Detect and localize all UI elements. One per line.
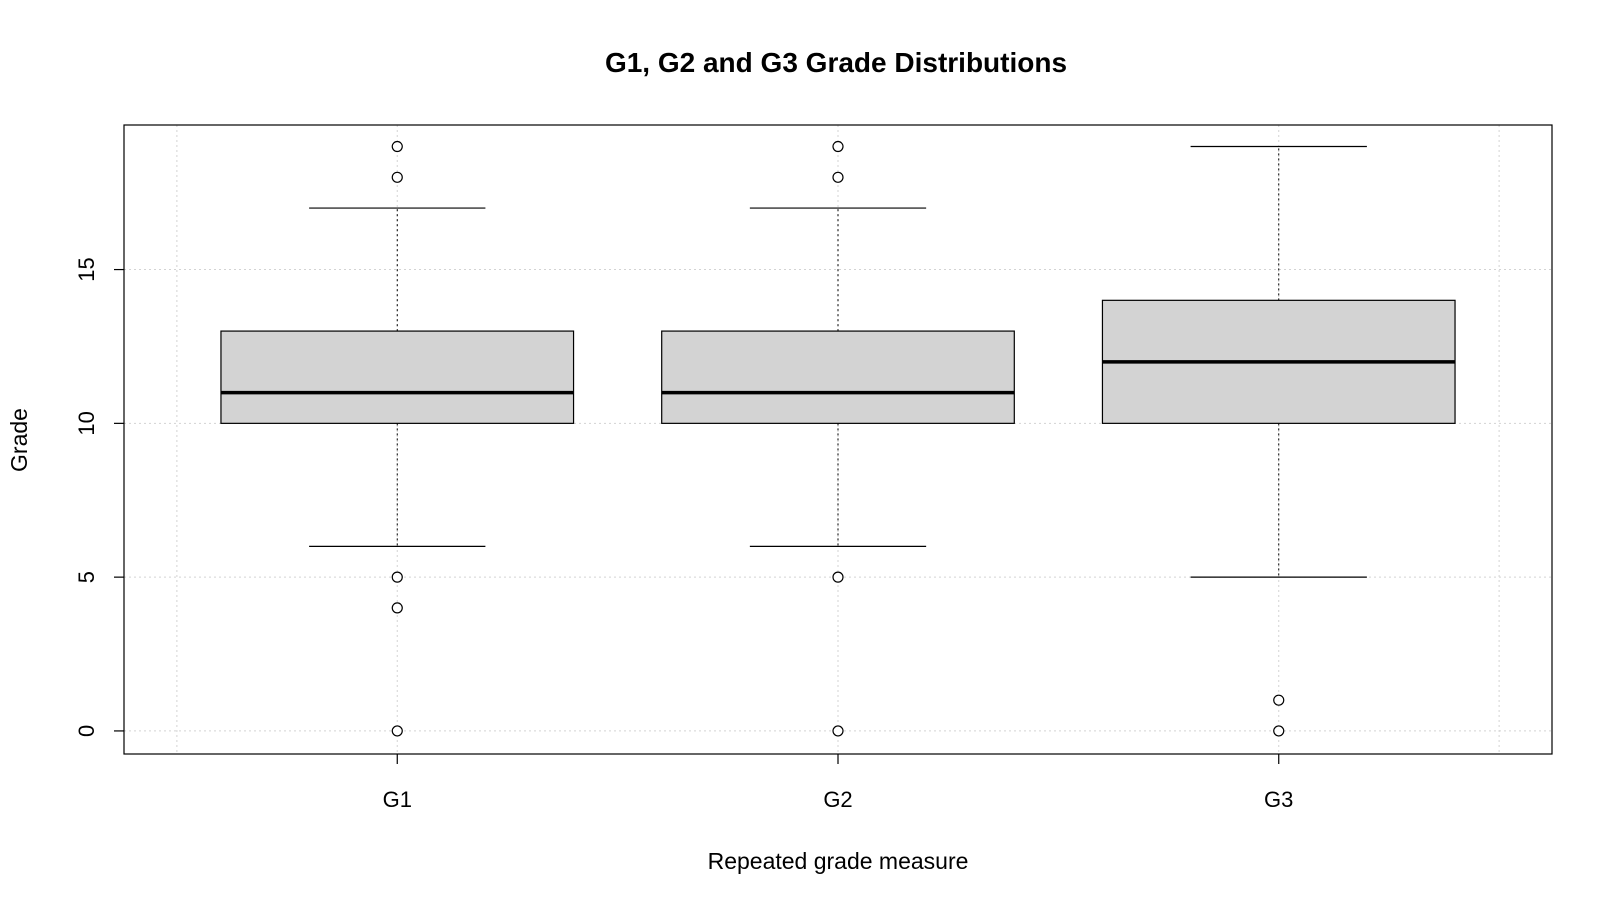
- iqr-box: [661, 330, 1015, 424]
- outlier-point: [391, 725, 403, 737]
- box-g3: [1101, 145, 1456, 737]
- outlier-point: [832, 571, 844, 583]
- outlier-point: [832, 140, 844, 153]
- outlier-point: [391, 602, 403, 614]
- x-axis-title: Repeated grade measure: [708, 848, 969, 874]
- chart-title: G1, G2 and G3 Grade Distributions: [605, 47, 1067, 78]
- y-axis-title: Grade: [6, 408, 32, 472]
- iqr-box: [220, 330, 575, 424]
- outlier-point: [832, 725, 844, 737]
- outlier-point: [1273, 694, 1285, 706]
- y-tick-label: 10: [74, 411, 99, 435]
- outlier-point: [391, 171, 403, 183]
- x-tick-label: G3: [1264, 787, 1293, 812]
- outlier-point: [832, 171, 844, 183]
- outlier-point: [391, 140, 403, 153]
- outlier-point: [1273, 725, 1285, 737]
- y-tick-label: 5: [74, 571, 99, 583]
- box-g2: [661, 140, 1015, 737]
- y-tick-label: 0: [74, 725, 99, 737]
- x-tick-label: G1: [383, 787, 412, 812]
- box-series: [220, 140, 1456, 737]
- outlier-point: [391, 571, 403, 583]
- x-tick-label: G2: [823, 787, 852, 812]
- box-g1: [220, 140, 575, 737]
- y-tick-label: 15: [74, 257, 99, 281]
- axes: 0 5 10 15 G1 G2 G3: [74, 257, 1293, 812]
